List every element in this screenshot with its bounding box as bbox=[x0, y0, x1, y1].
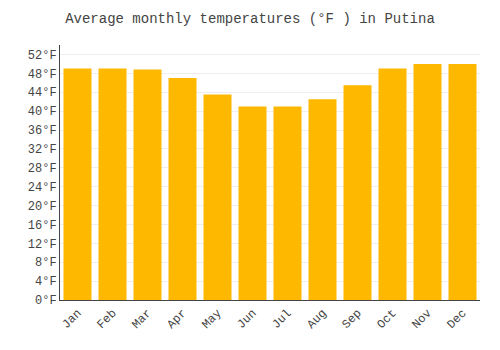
svg-text:May: May bbox=[199, 307, 224, 332]
svg-text:32°F: 32°F bbox=[28, 143, 57, 157]
svg-text:52°F: 52°F bbox=[28, 49, 57, 63]
svg-text:Mar: Mar bbox=[129, 307, 154, 332]
svg-text:Jun: Jun bbox=[234, 307, 259, 332]
svg-text:44°F: 44°F bbox=[28, 86, 57, 100]
svg-text:20°F: 20°F bbox=[28, 200, 57, 214]
svg-text:28°F: 28°F bbox=[28, 162, 57, 176]
svg-text:8°F: 8°F bbox=[35, 256, 57, 270]
svg-text:Oct: Oct bbox=[374, 307, 399, 332]
svg-text:Sep: Sep bbox=[339, 307, 364, 332]
svg-text:12°F: 12°F bbox=[28, 238, 57, 252]
svg-text:Average monthly temperatures (: Average monthly temperatures (°F ) in Pu… bbox=[65, 11, 435, 27]
svg-text:36°F: 36°F bbox=[28, 124, 57, 138]
svg-text:Jan: Jan bbox=[59, 307, 84, 332]
svg-text:0°F: 0°F bbox=[35, 294, 57, 308]
svg-text:Aug: Aug bbox=[304, 307, 329, 332]
svg-text:40°F: 40°F bbox=[28, 105, 57, 119]
svg-text:Dec: Dec bbox=[444, 307, 469, 332]
svg-text:Feb: Feb bbox=[94, 307, 119, 332]
svg-text:48°F: 48°F bbox=[28, 68, 57, 82]
svg-text:Jul: Jul bbox=[269, 307, 294, 332]
svg-text:16°F: 16°F bbox=[28, 219, 57, 233]
svg-text:Nov: Nov bbox=[409, 307, 434, 332]
svg-text:4°F: 4°F bbox=[35, 275, 57, 289]
svg-text:Apr: Apr bbox=[164, 307, 189, 332]
svg-text:24°F: 24°F bbox=[28, 181, 57, 195]
